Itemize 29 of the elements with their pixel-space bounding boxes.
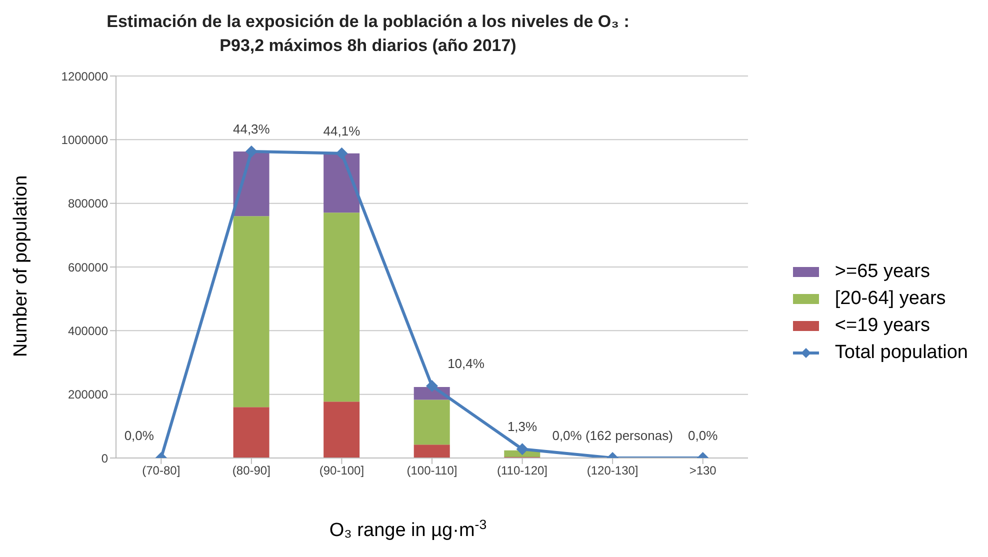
chart-subtitle: P93,2 máximos 8h diarios (año 2017) bbox=[218, 35, 518, 57]
x-tick-label: (80-90] bbox=[232, 464, 270, 478]
y-tick-label: 800000 bbox=[68, 196, 108, 211]
x-tick-label: (70-80] bbox=[142, 464, 180, 478]
x-tick-label: (100-110] bbox=[406, 464, 458, 478]
chart-title: Estimación de la exposición de la población a los niveles de O₃ : bbox=[106, 11, 630, 33]
x-tick-label: (120-130] bbox=[586, 464, 638, 478]
y-tick-label: 400000 bbox=[68, 324, 108, 338]
annotation: 1,3% bbox=[507, 419, 538, 434]
legend-label: [20-64] years bbox=[834, 287, 946, 311]
x-axis-title: O₃ range in µg·m$^{-3}$ bbox=[329, 516, 487, 541]
annotation: 0,0% (162 personas) bbox=[552, 428, 673, 443]
legend-label: Total population bbox=[834, 341, 968, 365]
annotation: 44,3% bbox=[232, 121, 270, 136]
legend-label: <=19 years bbox=[834, 314, 930, 338]
annotation: 44,1% bbox=[323, 123, 361, 138]
y-tick-label: 0 bbox=[101, 451, 108, 466]
y-tick-label: 1200000 bbox=[61, 69, 108, 84]
y-tick-label: 1000000 bbox=[61, 132, 108, 147]
annotation: 0,0% bbox=[124, 428, 154, 443]
y-tick-label: 600000 bbox=[68, 260, 108, 274]
x-tick-label: (110-120] bbox=[497, 464, 548, 478]
x-tick-label: (90-100] bbox=[319, 464, 364, 478]
annotation: 10,4% bbox=[448, 356, 485, 372]
annotation: 0,0% bbox=[688, 428, 718, 443]
y-axis-title: Number of population bbox=[10, 175, 32, 357]
y-tick-label: 200000 bbox=[68, 388, 108, 402]
x-tick-label: >130 bbox=[689, 464, 717, 478]
legend-label: >=65 years bbox=[834, 260, 930, 284]
